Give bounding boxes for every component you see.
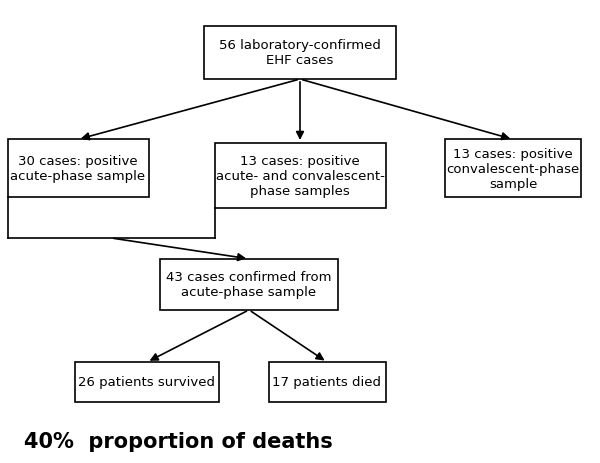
Text: 43 cases confirmed from
acute-phase sample: 43 cases confirmed from acute-phase samp…	[166, 271, 332, 299]
FancyBboxPatch shape	[8, 140, 149, 198]
Text: 13 cases: positive
acute- and convalescent-
phase samples: 13 cases: positive acute- and convalesce…	[215, 155, 385, 197]
Text: 17 patients died: 17 patients died	[272, 375, 382, 388]
Text: 56 laboratory-confirmed
EHF cases: 56 laboratory-confirmed EHF cases	[219, 39, 381, 67]
Text: 30 cases: positive
acute-phase sample: 30 cases: positive acute-phase sample	[10, 155, 146, 183]
FancyBboxPatch shape	[160, 259, 337, 310]
FancyBboxPatch shape	[445, 140, 581, 198]
Text: 26 patients survived: 26 patients survived	[79, 375, 215, 388]
FancyBboxPatch shape	[204, 26, 396, 80]
FancyBboxPatch shape	[75, 362, 219, 402]
FancyBboxPatch shape	[215, 144, 386, 208]
Text: 13 cases: positive
convalescent-phase
sample: 13 cases: positive convalescent-phase sa…	[446, 148, 580, 190]
Text: 40%  proportion of deaths: 40% proportion of deaths	[24, 432, 333, 451]
FancyBboxPatch shape	[269, 362, 386, 402]
